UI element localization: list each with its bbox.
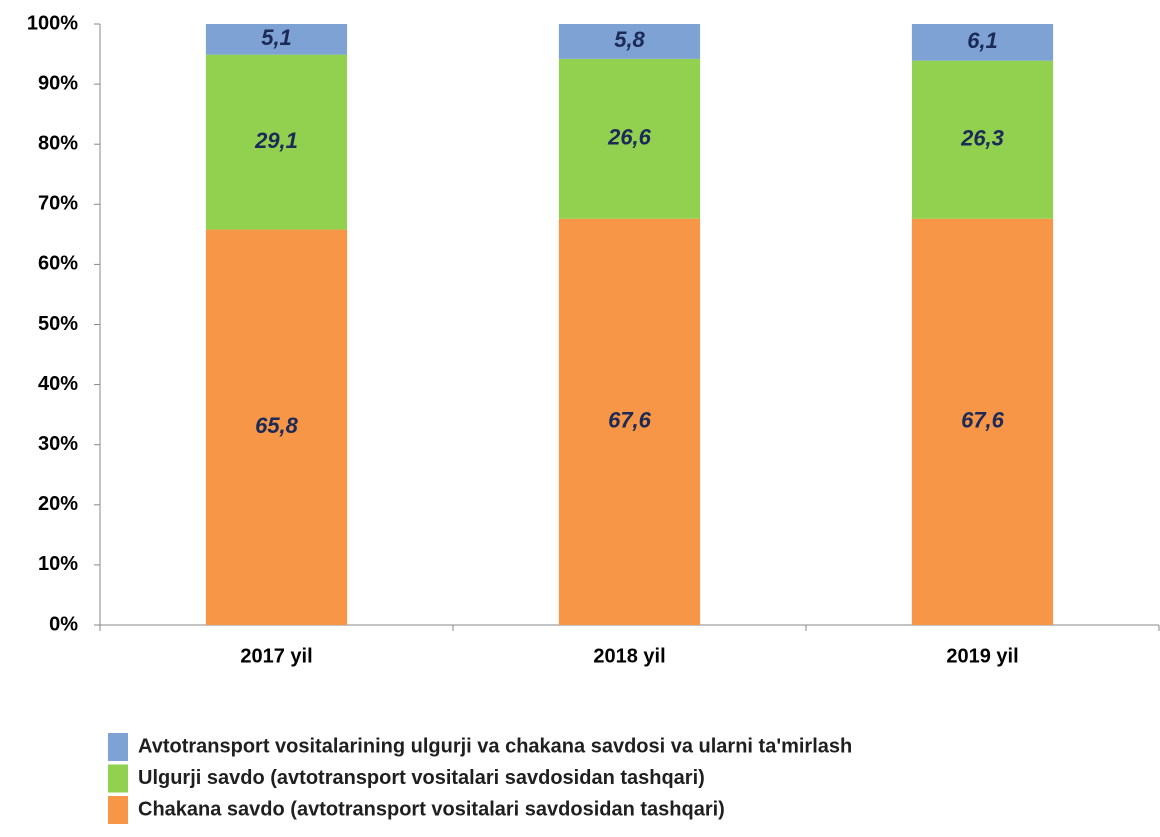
y-tick-label: 30% <box>38 433 78 455</box>
bar-segment <box>205 229 348 626</box>
value-label: 26,3 <box>960 126 1004 151</box>
y-tick-label: 100% <box>27 12 78 34</box>
bar-segment <box>205 54 348 230</box>
bar-segment <box>911 24 1054 61</box>
legend-swatch <box>108 764 128 793</box>
y-tick-label: 0% <box>49 613 78 635</box>
legend-swatch <box>108 733 128 761</box>
bar-segment <box>558 24 701 59</box>
value-label: 5,8 <box>614 27 645 52</box>
value-label: 67,6 <box>961 408 1005 433</box>
y-tick-label: 90% <box>38 72 78 94</box>
bar-segment <box>558 58 701 219</box>
y-tick-label: 60% <box>38 253 78 275</box>
value-label: 5,1 <box>261 25 292 50</box>
y-tick-label: 40% <box>38 373 78 395</box>
x-tick-label: 2017 yil <box>240 645 312 667</box>
bar-segment <box>911 60 1054 219</box>
x-tick-label: 2018 yil <box>593 645 665 667</box>
value-label: 67,6 <box>608 408 652 433</box>
value-label: 65,8 <box>255 413 299 438</box>
y-tick-label: 80% <box>38 132 78 154</box>
y-tick-label: 10% <box>38 553 78 575</box>
legend-swatch <box>108 796 128 824</box>
legend-label: Avtotransport vositalarining ulgurji va … <box>138 735 852 757</box>
x-tick-label: 2019 yil <box>946 645 1018 667</box>
y-tick-label: 50% <box>38 313 78 335</box>
bar-segment <box>205 24 348 55</box>
value-label: 6,1 <box>967 28 998 53</box>
y-tick-label: 20% <box>38 493 78 515</box>
bar-segment <box>911 218 1054 625</box>
bar-segment <box>558 218 701 625</box>
y-tick-label: 70% <box>38 193 78 215</box>
value-label: 29,1 <box>254 128 298 153</box>
value-label: 26,6 <box>607 125 652 150</box>
legend-label: Ulgurji savdo (avtotransport vositalari … <box>138 767 705 789</box>
legend-label: Chakana savdo (avtotransport vositalari … <box>138 798 725 820</box>
